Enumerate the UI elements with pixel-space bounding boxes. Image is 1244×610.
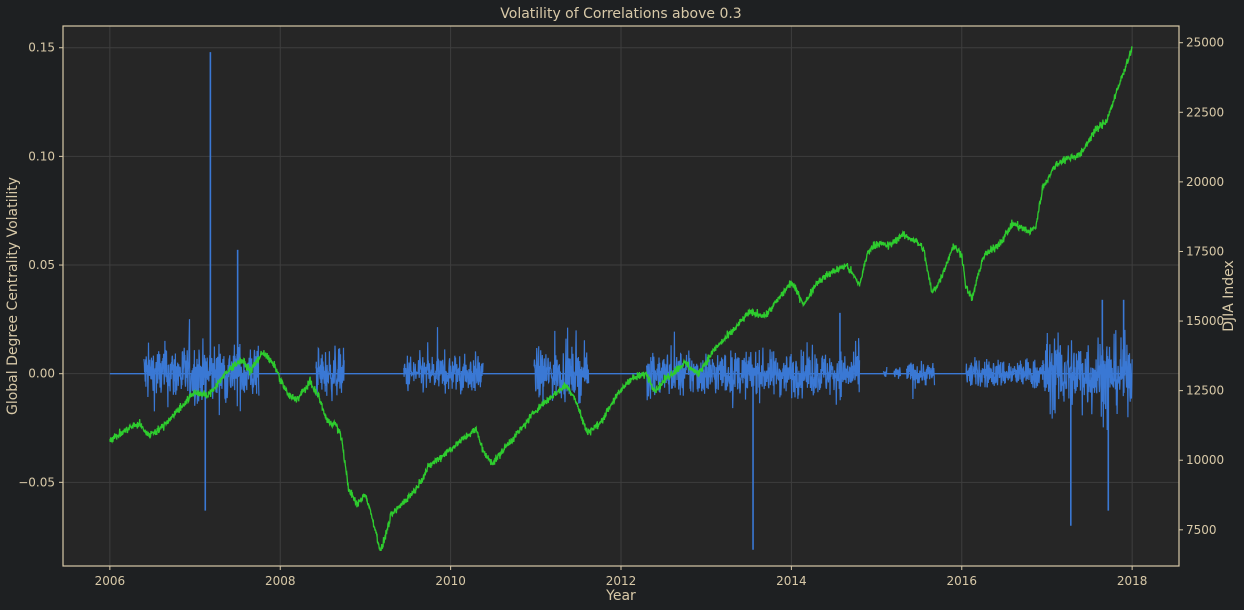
volatility-burst	[143, 319, 260, 416]
x-tick-label: 2014	[776, 574, 807, 588]
x-tick-label: 2016	[946, 574, 977, 588]
volatility-burst	[893, 367, 901, 379]
x-tick-label: 2006	[95, 574, 126, 588]
y-left-tick-label: 0.05	[28, 258, 55, 272]
y-right-tick-label: 22500	[1186, 105, 1224, 119]
djia-line	[109, 46, 1133, 551]
y-right-tick-label: 25000	[1186, 36, 1224, 50]
x-tick-label: 2008	[265, 574, 296, 588]
x-tick-label: 2012	[606, 574, 637, 588]
y-left-tick-label: 0.00	[28, 367, 55, 381]
volatility-burst	[315, 345, 345, 402]
volatility-burst	[403, 327, 484, 395]
volatility-burst	[965, 357, 1044, 389]
y-axis-right-label: DJIA Index	[1221, 260, 1237, 332]
volatility-burst	[1042, 329, 1133, 431]
y-right-tick-label: 7500	[1186, 523, 1217, 537]
djia-series	[109, 46, 1133, 551]
volatility-series	[109, 52, 1133, 550]
y-right-tick-label: 20000	[1186, 175, 1224, 189]
volatility-burst	[646, 331, 861, 409]
y-axis-left: −0.05 0.00 0.05 0.10 0.15	[18, 41, 63, 489]
volatility-burst	[905, 360, 936, 400]
x-tick-label: 2018	[1117, 574, 1148, 588]
y-right-tick-label: 10000	[1186, 453, 1224, 467]
x-axis-label: Year	[605, 588, 636, 604]
x-tick-label: 2010	[435, 574, 466, 588]
y-right-tick-label: 12500	[1186, 384, 1224, 398]
volatility-burst	[533, 327, 590, 407]
y-right-tick-label: 17500	[1186, 244, 1224, 258]
y-axis-right: 7500 10000 12500 15000 17500 20000 22500 25000	[1179, 36, 1224, 537]
y-left-tick-label: 0.10	[28, 149, 55, 163]
x-axis: 2006 2008 2010 2012 2014 2016 2018	[95, 566, 1148, 588]
chart-title: Volatility of Correlations above 0.3	[500, 6, 741, 22]
y-left-tick-label: 0.15	[28, 41, 55, 55]
y-left-tick-label: −0.05	[18, 475, 55, 489]
y-axis-left-label: Global Degree Centrality Volatility	[5, 177, 21, 415]
volatility-burst	[882, 366, 888, 378]
y-right-tick-label: 15000	[1186, 314, 1224, 328]
